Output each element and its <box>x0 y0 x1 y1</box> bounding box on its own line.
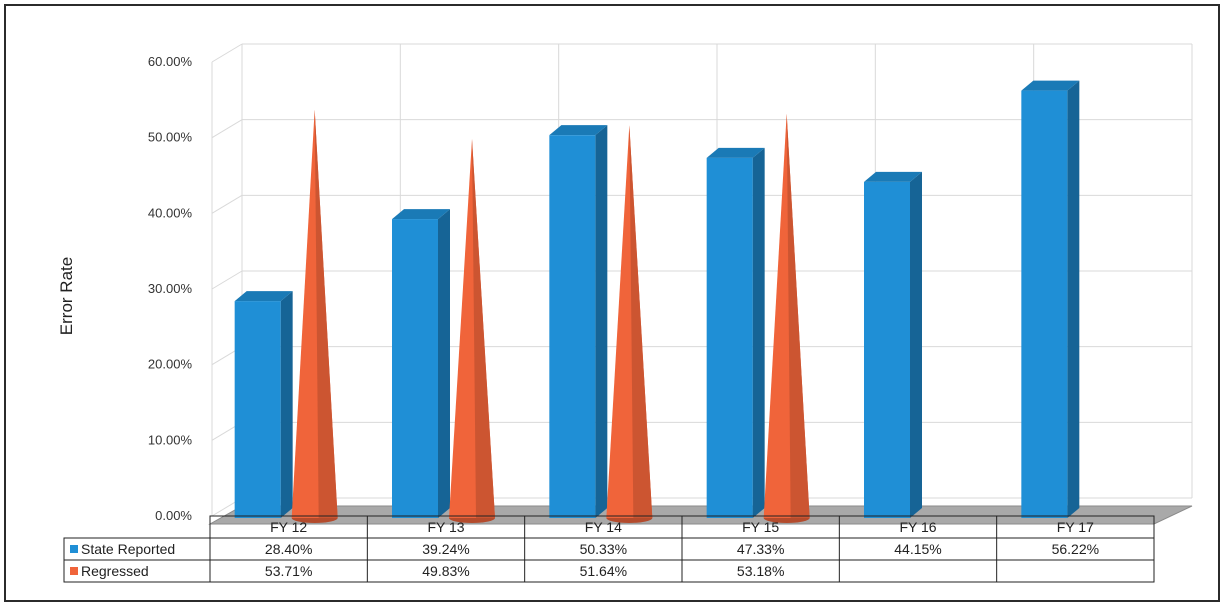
category-label: FY 14 <box>585 519 622 535</box>
data-value-label: 47.33% <box>737 541 784 557</box>
category-label: FY 12 <box>270 519 307 535</box>
legend-label: Regressed <box>81 563 149 579</box>
side-gridline <box>211 194 243 214</box>
data-marks <box>234 80 1080 523</box>
regressed-cone-shade <box>786 113 810 518</box>
regressed-cone-shade <box>314 109 338 518</box>
y-tick-label: 30.00% <box>148 281 193 296</box>
legend-swatch <box>70 545 78 553</box>
data-value-label: 51.64% <box>580 563 627 579</box>
regressed-cone-shade <box>472 138 495 518</box>
state-reported-bar-side <box>910 171 922 518</box>
state-reported-bar-top <box>549 125 608 136</box>
data-value-label: 49.83% <box>422 563 469 579</box>
data-value-label: 28.40% <box>265 541 312 557</box>
y-tick-label: 60.00% <box>148 54 193 69</box>
state-reported-bar-top <box>706 147 765 158</box>
data-value-label: 56.22% <box>1052 541 1099 557</box>
state-reported-bar <box>549 135 596 518</box>
y-axis-title: Error Rate <box>57 257 76 335</box>
state-reported-bar-side <box>595 125 608 518</box>
y-tick-label: 0.00% <box>155 508 192 523</box>
state-reported-bar-side <box>438 209 450 519</box>
state-reported-bar-side <box>280 291 293 518</box>
data-table: FY 12 FY 13 FY 14 FY 15 FY 16 FY 17 State Repo… <box>63 515 1155 583</box>
data-value-label: 39.24% <box>422 541 469 557</box>
legend-swatch <box>70 567 78 575</box>
legend-label: State Reported <box>81 541 175 557</box>
category-label: FY 13 <box>427 519 464 535</box>
regressed-cone-shade <box>629 125 653 519</box>
y-axis-ticks: 0.00% 10.00% 20.00% 30.00% 40.00% 50.00% 60.00… <box>148 54 193 523</box>
state-reported-bar <box>234 301 281 518</box>
side-gridline <box>211 270 243 290</box>
data-value-label: 53.18% <box>737 563 784 579</box>
chart-frame: 0.00% 10.00% 20.00% 30.00% 40.00% 50.00% 60.00… <box>4 4 1220 602</box>
state-reported-bar-side <box>752 147 765 518</box>
y-tick-label: 40.00% <box>148 205 193 220</box>
data-value-label: 53.71% <box>265 563 312 579</box>
state-reported-bar <box>392 219 438 519</box>
data-value-label: 44.15% <box>894 541 941 557</box>
data-value-label: 50.33% <box>580 541 627 557</box>
state-reported-bar-top <box>1021 80 1080 91</box>
category-label: FY 16 <box>899 519 936 535</box>
category-label: FY 17 <box>1057 519 1094 535</box>
y-tick-label: 20.00% <box>148 357 193 372</box>
error-rate-chart: 0.00% 10.00% 20.00% 30.00% 40.00% 50.00% 60.00… <box>57 43 1193 583</box>
state-reported-bar <box>1021 90 1068 519</box>
y-tick-label: 10.00% <box>148 432 193 447</box>
side-gridline <box>211 119 243 139</box>
state-reported-bar <box>706 157 753 518</box>
state-reported-bar-top <box>864 171 922 182</box>
side-gridline <box>211 43 243 63</box>
category-label: FY 15 <box>742 519 779 535</box>
state-reported-bar-side <box>1067 80 1080 519</box>
state-reported-bar-top <box>392 209 450 220</box>
state-reported-bar <box>864 181 910 518</box>
y-tick-label: 50.00% <box>148 130 193 145</box>
state-reported-bar-top <box>234 291 293 302</box>
